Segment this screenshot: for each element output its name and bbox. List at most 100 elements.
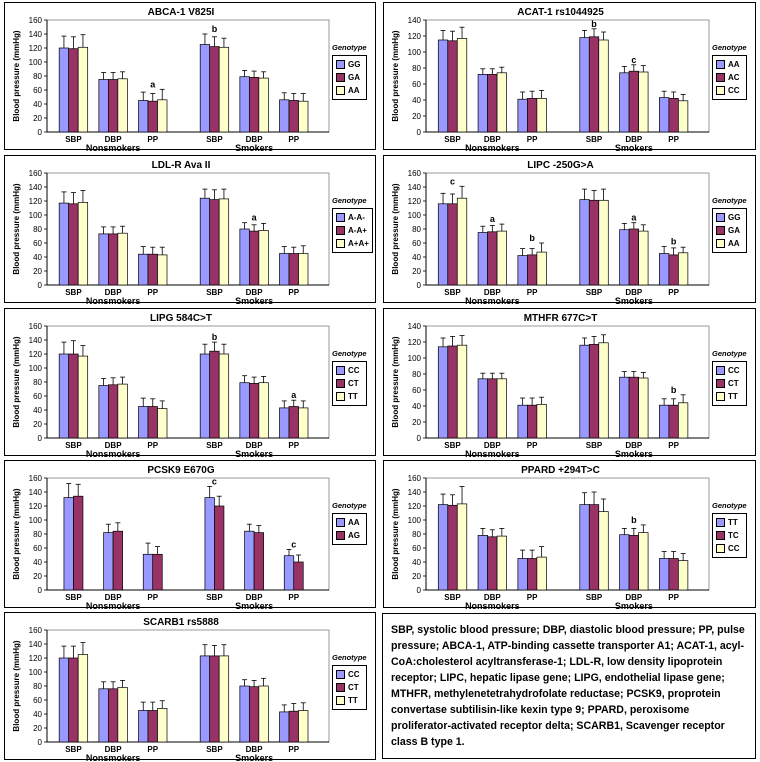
- legend-label: A-A+: [348, 226, 367, 235]
- x-tick-label: DBP: [625, 441, 643, 450]
- significance-label: c: [631, 55, 636, 65]
- significance-label: a: [150, 79, 156, 89]
- y-tick-label: 80: [33, 682, 42, 691]
- bar-tt: [496, 378, 507, 439]
- x-tick-label: PP: [527, 288, 538, 297]
- chart-title: PCSK9 E670G: [147, 465, 214, 476]
- significance-label: c: [450, 176, 455, 186]
- x-tick-label: SBP: [444, 288, 461, 297]
- bar-aa: [103, 532, 114, 591]
- bar-aa: [678, 252, 689, 286]
- legend-swatch: [336, 73, 345, 82]
- legend-swatch: [336, 392, 345, 401]
- legend-label: TT: [728, 392, 738, 401]
- chart-panel-lipc: LIPC -250G>A 0 20 40 60 80 100 120 140 160 Blood p…: [383, 155, 756, 304]
- bar-ga: [209, 46, 220, 133]
- legend-item: A-A-: [336, 211, 369, 224]
- significance-label: b: [212, 332, 218, 342]
- bar-ct: [209, 350, 220, 439]
- y-tick-label: 160: [29, 474, 43, 483]
- x-tick-label: SBP: [586, 288, 603, 297]
- legend-box: A-A- A-A+ A+A+: [332, 208, 373, 253]
- bar-gg: [619, 229, 630, 286]
- bar-tc: [527, 558, 538, 591]
- x-tick-label: DBP: [105, 288, 123, 297]
- bar-aa: [244, 530, 255, 591]
- legend-label: AA: [348, 86, 360, 95]
- legend-item: AA: [336, 516, 363, 529]
- bar-cc: [579, 344, 590, 439]
- bar-ct: [68, 657, 79, 743]
- bar-aa: [298, 100, 309, 133]
- x-tick-label: PP: [668, 288, 679, 297]
- y-tick-label: 140: [408, 16, 422, 25]
- bar-a-a-: [239, 228, 250, 286]
- y-tick-label: 120: [29, 44, 43, 53]
- significance-label: a: [291, 390, 297, 400]
- legend-swatch: [716, 379, 725, 388]
- bar-tt: [157, 408, 168, 439]
- legend-box: CC CT TT: [332, 665, 367, 710]
- y-tick-label: 140: [29, 336, 43, 345]
- bar-cc: [598, 39, 609, 133]
- bar-ac: [628, 70, 639, 133]
- legend-item: CC: [336, 668, 363, 681]
- x-tick-label: SBP: [206, 135, 223, 144]
- y-tick-label: 40: [412, 96, 421, 105]
- bar-tt: [477, 535, 488, 591]
- legend-swatch: [336, 60, 345, 69]
- legend-label: CC: [348, 366, 360, 375]
- chart-title: SCARB1 rs5888: [143, 617, 219, 628]
- bar-cc: [536, 556, 547, 591]
- x-tick-label: SBP: [444, 593, 461, 602]
- legend-label: CC: [728, 366, 740, 375]
- x-tick-label: SBP: [65, 593, 82, 602]
- chart-panel-abca1: ABCA-1 V825I 0 20 40 60 80 100 120 140 160 Blood p…: [4, 2, 376, 151]
- y-axis-label: Blood pressure (mmHg): [391, 30, 400, 121]
- bar-aa: [496, 230, 507, 286]
- bar-tc: [487, 536, 498, 591]
- legend-label: GG: [728, 213, 741, 222]
- bar-cc: [279, 407, 290, 439]
- bar-cc: [678, 100, 689, 133]
- group-label: Nonsmokers: [465, 449, 520, 457]
- y-tick-label: 120: [29, 197, 43, 206]
- y-tick-label: 20: [412, 572, 421, 581]
- legend-label: AC: [728, 73, 740, 82]
- y-tick-label: 80: [33, 72, 42, 81]
- legend-label: CC: [728, 544, 740, 553]
- y-axis-label: Blood pressure (mmHg): [12, 183, 21, 274]
- legend-label: CT: [348, 379, 359, 388]
- legend-title: Genotype: [332, 653, 367, 662]
- y-tick-label: 60: [412, 239, 421, 248]
- y-tick-label: 40: [33, 558, 42, 567]
- bar-gg: [579, 199, 590, 286]
- y-tick-label: 20: [33, 114, 42, 123]
- bar-tt: [437, 504, 449, 591]
- y-tick-label: 100: [408, 211, 422, 220]
- bar-cc: [456, 38, 468, 133]
- legend-item: GA: [716, 224, 743, 237]
- bar-ct: [68, 353, 79, 439]
- y-tick-label: 120: [408, 502, 422, 511]
- chart-panel-ppard: PPARD +294T>C 0 20 40 60 80 100 120 140 160 Blood …: [383, 460, 756, 609]
- bar-ag: [112, 530, 123, 591]
- legend-swatch: [336, 226, 345, 235]
- significance-label: a: [490, 214, 496, 224]
- legend-swatch: [716, 531, 725, 540]
- y-axis-label: Blood pressure (mmHg): [391, 183, 400, 274]
- x-tick-label: DBP: [105, 745, 123, 754]
- legend-item: TT: [716, 390, 743, 403]
- y-tick-label: 20: [33, 420, 42, 429]
- y-tick-label: 120: [408, 338, 422, 347]
- x-tick-label: PP: [147, 441, 158, 450]
- significance-label: b: [212, 24, 218, 34]
- legend-title: Genotype: [332, 43, 367, 52]
- bar-cc: [239, 685, 250, 743]
- bar-aa: [218, 46, 230, 133]
- bar-cc: [199, 353, 211, 439]
- bar-ct: [668, 404, 679, 439]
- bar-cc: [517, 404, 528, 439]
- bar-a-a-: [98, 233, 109, 286]
- y-tick-label: 140: [408, 488, 422, 497]
